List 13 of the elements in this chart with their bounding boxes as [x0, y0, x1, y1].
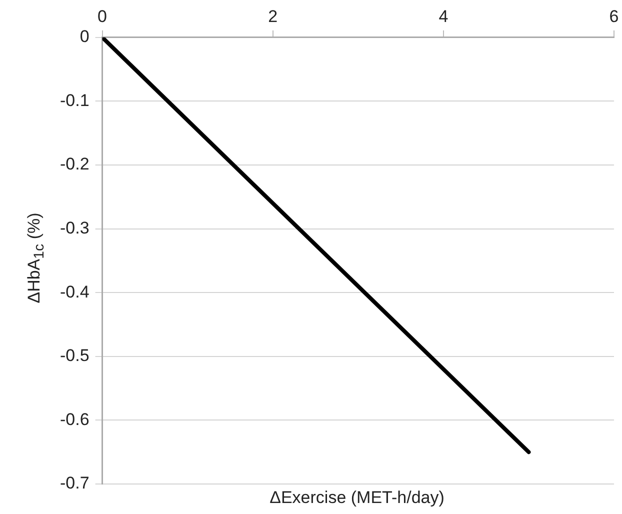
x-tick-label: 0 — [98, 6, 108, 26]
x-tick-label: 2 — [268, 6, 278, 26]
y-tick-label: -0.4 — [60, 282, 90, 302]
x-tick-label: 6 — [609, 6, 619, 26]
y-tick-label: -0.5 — [60, 346, 90, 366]
y-tick-label: -0.6 — [60, 410, 90, 429]
y-tick-label: 0 — [80, 27, 90, 46]
y-tick-label: -0.2 — [60, 154, 90, 174]
y-tick-label: -0.7 — [60, 474, 90, 493]
y-tick-label: -0.1 — [60, 90, 90, 110]
x-axis-title: ΔExercise (MET-h/day) — [270, 488, 444, 508]
x-tick-label: 4 — [438, 6, 448, 26]
y-tick-label: -0.3 — [60, 218, 90, 238]
